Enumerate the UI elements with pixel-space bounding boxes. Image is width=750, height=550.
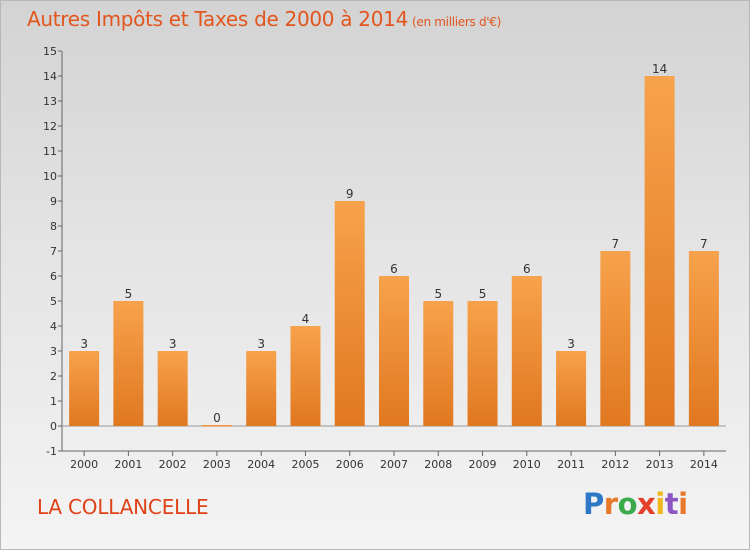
bar bbox=[69, 351, 100, 426]
y-tick-label: -1 bbox=[46, 445, 57, 458]
data-label: 3 bbox=[257, 337, 265, 351]
logo-letter: t bbox=[664, 487, 679, 521]
data-label: 14 bbox=[652, 62, 667, 76]
y-tick-label: 2 bbox=[50, 370, 57, 383]
data-label: 6 bbox=[390, 262, 398, 276]
y-tick-label: 15 bbox=[43, 45, 57, 58]
commune-name: LA COLLANCELLE bbox=[37, 495, 209, 519]
y-tick-label: 12 bbox=[43, 120, 57, 133]
x-tick-label: 2013 bbox=[646, 458, 674, 471]
bar bbox=[556, 351, 587, 426]
bar bbox=[201, 425, 232, 427]
y-tick-label: 13 bbox=[43, 95, 57, 108]
x-tick-label: 2000 bbox=[70, 458, 98, 471]
y-tick-label: 6 bbox=[50, 270, 57, 283]
data-label: 0 bbox=[213, 411, 221, 425]
y-tick-label: 11 bbox=[43, 145, 57, 158]
logo-letter: x bbox=[637, 487, 656, 521]
logo-letter: i bbox=[655, 487, 665, 521]
bar bbox=[423, 301, 454, 426]
x-tick-label: 2004 bbox=[247, 458, 275, 471]
y-tick-label: 9 bbox=[50, 195, 57, 208]
y-tick-label: 5 bbox=[50, 295, 57, 308]
y-tick-label: 10 bbox=[43, 170, 57, 183]
chart-title: Autres Impôts et Taxes de 2000 à 2014 (en… bbox=[27, 7, 501, 31]
y-tick-label: 14 bbox=[43, 70, 57, 83]
bar bbox=[379, 276, 409, 426]
bar bbox=[644, 76, 675, 426]
chart-title-text: Autres Impôts et Taxes de 2000 à 2014 bbox=[27, 7, 408, 31]
data-label: 3 bbox=[567, 337, 575, 351]
x-tick-label: 2011 bbox=[557, 458, 585, 471]
x-tick-label: 2009 bbox=[469, 458, 497, 471]
data-label: 7 bbox=[612, 237, 620, 251]
data-label: 6 bbox=[523, 262, 531, 276]
y-tick-label: 0 bbox=[50, 420, 57, 433]
proxiti-logo[interactable]: Proxiti bbox=[583, 487, 688, 521]
data-label: 9 bbox=[346, 187, 354, 201]
bar bbox=[334, 201, 365, 426]
bar bbox=[113, 301, 144, 426]
data-label: 7 bbox=[700, 237, 708, 251]
y-tick-label: 4 bbox=[50, 320, 57, 333]
bar bbox=[688, 251, 719, 426]
x-tick-label: 2006 bbox=[336, 458, 364, 471]
x-tick-label: 2001 bbox=[114, 458, 142, 471]
unit-note: (en milliers d'€) bbox=[412, 15, 502, 29]
data-label: 3 bbox=[169, 337, 177, 351]
y-tick-label: 7 bbox=[50, 245, 57, 258]
y-tick-label: 3 bbox=[50, 345, 57, 358]
logo-letter: r bbox=[603, 487, 618, 521]
data-label: 4 bbox=[302, 312, 310, 326]
bar bbox=[290, 326, 321, 426]
x-tick-label: 2005 bbox=[291, 458, 319, 471]
y-tick-label: 8 bbox=[50, 220, 57, 233]
x-tick-label: 2003 bbox=[203, 458, 231, 471]
x-tick-label: 2008 bbox=[424, 458, 452, 471]
x-tick-label: 2002 bbox=[159, 458, 187, 471]
data-label: 5 bbox=[125, 287, 133, 301]
logo-letter: P bbox=[583, 487, 604, 521]
bar bbox=[467, 301, 498, 426]
logo-letter: o bbox=[617, 487, 638, 521]
x-tick-label: 2010 bbox=[513, 458, 541, 471]
data-label: 5 bbox=[434, 287, 442, 301]
bar bbox=[511, 276, 542, 426]
data-label: 3 bbox=[80, 337, 88, 351]
x-tick-label: 2007 bbox=[380, 458, 408, 471]
x-tick-label: 2012 bbox=[601, 458, 629, 471]
x-tick-label: 2014 bbox=[690, 458, 718, 471]
y-tick-label: 1 bbox=[50, 395, 57, 408]
data-label: 5 bbox=[479, 287, 487, 301]
logo-letter: i bbox=[678, 487, 688, 521]
bar bbox=[246, 351, 277, 426]
bar bbox=[157, 351, 188, 426]
bar bbox=[600, 251, 631, 426]
